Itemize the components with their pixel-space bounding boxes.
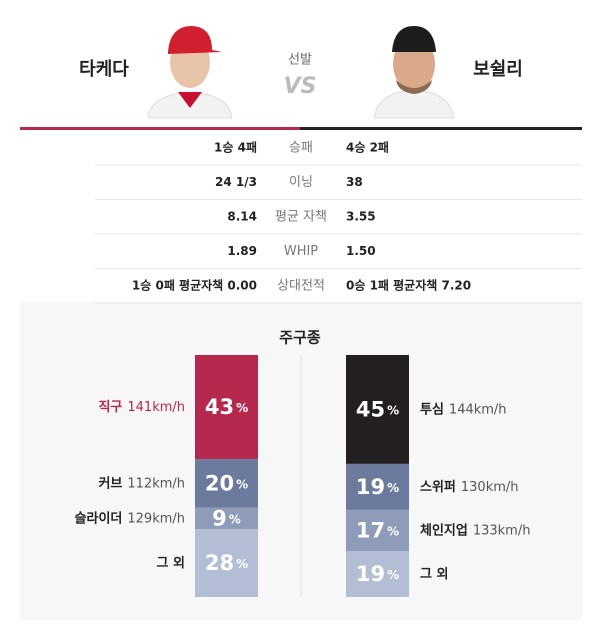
pitch-label: 투심 144km/h bbox=[420, 401, 507, 417]
right-stat: 0승 1패 평균자책 7.20 bbox=[346, 278, 471, 293]
pitch-bar bbox=[195, 355, 258, 460]
pitch-name: 커브 bbox=[98, 476, 122, 491]
pitch-speed: 112km/h bbox=[127, 476, 185, 491]
starter-label: 선발 bbox=[288, 53, 312, 68]
left-stat: 24 1/3 bbox=[215, 175, 257, 189]
pitch-percent: 19% bbox=[356, 475, 399, 499]
pitch-name: 직구 bbox=[98, 399, 122, 415]
percent-unit: % bbox=[229, 512, 241, 526]
left-stat: 1.89 bbox=[227, 244, 257, 258]
percent-unit: % bbox=[387, 480, 399, 494]
pitch-label: 스위퍼 130km/h bbox=[420, 479, 519, 494]
left-team-bar bbox=[20, 127, 300, 130]
pitch-label: 슬라이더 129km/h bbox=[75, 510, 185, 526]
pitch-name: 투심 bbox=[420, 401, 444, 417]
left-player-photo bbox=[147, 26, 233, 119]
pitch-bar bbox=[195, 507, 258, 530]
pitch-name: 체인지업 bbox=[420, 522, 468, 538]
pitch-bar bbox=[346, 355, 409, 464]
pitch-bar bbox=[346, 509, 409, 552]
pitch-bar bbox=[346, 551, 409, 597]
stat-label: 상대전적 bbox=[277, 279, 325, 294]
left-stat: 8.14 bbox=[227, 210, 257, 224]
left-stat: 1승 0패 평균자책 0.00 bbox=[132, 278, 257, 293]
pitch-percent: 20% bbox=[205, 471, 248, 495]
pitch-name: 그 외 bbox=[420, 566, 448, 582]
stat-label: 이닝 bbox=[289, 175, 313, 190]
pitch-name: 슬라이더 bbox=[75, 510, 123, 526]
pitch-speed: 141km/h bbox=[127, 400, 185, 415]
percent-unit: % bbox=[387, 568, 399, 582]
right-pitcher-name: 보쉴리 bbox=[473, 59, 523, 80]
pitch-name: 스위퍼 bbox=[420, 479, 456, 494]
percent-unit: % bbox=[387, 524, 399, 538]
pitch-percent: 43% bbox=[205, 395, 248, 419]
percent-unit: % bbox=[236, 557, 248, 571]
percent-unit: % bbox=[236, 477, 248, 491]
right-stat: 3.55 bbox=[346, 210, 376, 224]
pitch-label: 그 외 bbox=[157, 555, 185, 571]
pitch-bar bbox=[195, 459, 258, 508]
pitch-mix-title: 주구종 bbox=[279, 329, 321, 347]
right-stat: 38 bbox=[346, 175, 363, 189]
pitch-speed: 129km/h bbox=[127, 511, 185, 526]
pitch-label: 커브 112km/h bbox=[98, 476, 185, 491]
stat-label: 승패 bbox=[289, 141, 313, 156]
percent-value: 20 bbox=[205, 471, 234, 495]
pitch-bar bbox=[195, 529, 258, 597]
percent-value: 45 bbox=[356, 397, 385, 421]
pitch-speed: 144km/h bbox=[449, 402, 507, 417]
pitch-percent: 17% bbox=[356, 518, 399, 542]
pitch-percent: 45% bbox=[356, 397, 399, 421]
pitch-speed: 130km/h bbox=[461, 479, 519, 494]
pitch-percent: 9% bbox=[212, 506, 241, 530]
right-stat: 1.50 bbox=[346, 244, 376, 258]
pitch-speed: 133km/h bbox=[473, 523, 531, 538]
pitch-label: 그 외 bbox=[420, 566, 448, 582]
stat-label: 평균 자책 bbox=[275, 210, 327, 225]
percent-value: 17 bbox=[356, 518, 385, 542]
pitch-percent: 19% bbox=[356, 562, 399, 586]
left-stat: 1승 4패 bbox=[214, 141, 257, 155]
percent-value: 43 bbox=[205, 395, 234, 419]
percent-value: 19 bbox=[356, 475, 385, 499]
percent-value: 9 bbox=[212, 506, 227, 530]
percent-value: 19 bbox=[356, 562, 385, 586]
percent-unit: % bbox=[387, 403, 399, 417]
pitch-label: 체인지업 133km/h bbox=[420, 522, 530, 538]
right-team-bar bbox=[300, 127, 582, 130]
left-pitcher-name: 타케다 bbox=[79, 59, 129, 80]
vs-label: VS bbox=[284, 74, 317, 99]
pitch-bar bbox=[346, 463, 409, 510]
stat-label: WHIP bbox=[284, 244, 318, 259]
percent-unit: % bbox=[236, 401, 248, 415]
percent-value: 28 bbox=[205, 551, 234, 575]
pitch-name: 그 외 bbox=[157, 555, 185, 571]
right-stat: 4승 2패 bbox=[346, 141, 389, 155]
pitch-label: 직구 141km/h bbox=[98, 399, 185, 415]
pitch-percent: 28% bbox=[205, 551, 248, 575]
right-player-photo bbox=[373, 26, 455, 119]
